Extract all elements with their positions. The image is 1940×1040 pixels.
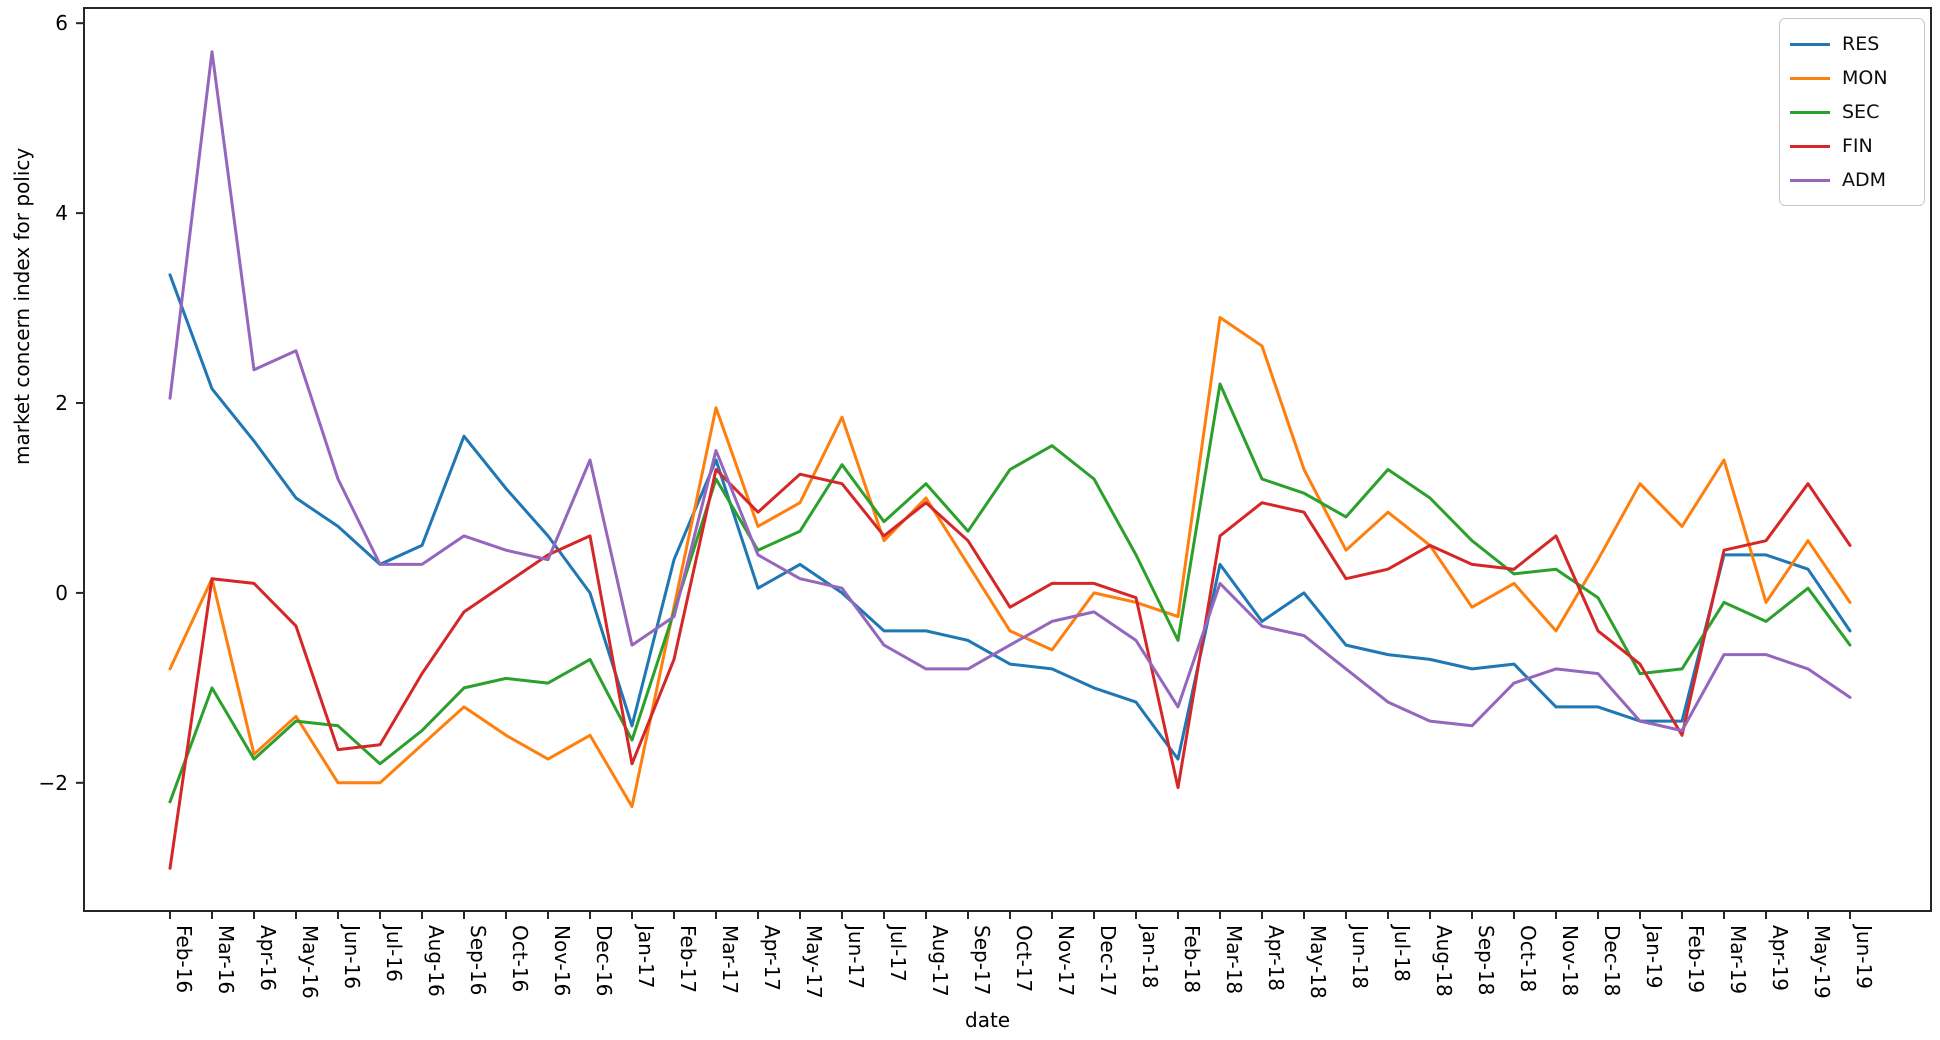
legend-item: ADM	[1790, 163, 1914, 197]
legend-item: FIN	[1790, 129, 1914, 163]
legend-item-label: SEC	[1842, 101, 1880, 123]
y-tick-label: 0	[55, 581, 68, 605]
x-tick-label: Mar-16	[214, 925, 238, 994]
x-tick-label: Apr-17	[760, 925, 784, 991]
x-tick-label: Jul-18	[1390, 923, 1414, 982]
legend-item-label: RES	[1842, 33, 1880, 55]
x-tick-label: Mar-18	[1222, 925, 1246, 994]
legend-item: MON	[1790, 61, 1914, 95]
legend-line-swatch	[1790, 144, 1830, 148]
legend-item-label: MON	[1842, 67, 1888, 89]
x-tick-label: Sep-17	[970, 925, 994, 995]
x-tick-label: Aug-17	[928, 925, 952, 997]
x-tick-label: Apr-19	[1768, 925, 1792, 991]
x-tick-label: Oct-17	[1012, 925, 1036, 992]
x-tick-label: Aug-16	[424, 925, 448, 997]
x-tick-label: Dec-18	[1600, 925, 1624, 996]
x-tick-label: Jan-18	[1138, 923, 1162, 989]
legend-line-swatch	[1790, 110, 1830, 114]
x-tick-label: Jul-17	[886, 923, 910, 982]
y-tick-label: 6	[55, 11, 68, 35]
legend-line-swatch	[1790, 42, 1830, 46]
legend-item-label: FIN	[1842, 135, 1873, 157]
x-tick-label: May-19	[1810, 925, 1834, 999]
x-tick-label: Jan-19	[1642, 923, 1666, 989]
y-tick-label: −2	[39, 771, 68, 795]
legend-line-swatch	[1790, 76, 1830, 80]
x-tick-label: Jul-16	[382, 923, 406, 982]
x-tick-label: Mar-19	[1726, 925, 1750, 994]
x-tick-label: Jan-17	[634, 923, 658, 989]
x-tick-label: Sep-18	[1474, 925, 1498, 995]
x-tick-label: May-18	[1306, 925, 1330, 999]
x-tick-label: Jun-16	[340, 923, 364, 989]
y-tick-label: 4	[55, 201, 68, 225]
x-axis-label: date	[965, 1008, 1011, 1032]
x-tick-label: Jun-17	[844, 923, 868, 989]
legend-line-swatch	[1790, 178, 1830, 182]
x-tick-label: Nov-17	[1054, 925, 1078, 996]
x-tick-label: Apr-16	[256, 925, 280, 991]
x-tick-label: May-16	[298, 925, 322, 999]
x-tick-label: Oct-18	[1516, 925, 1540, 992]
legend-item: RES	[1790, 27, 1914, 61]
x-tick-label: Oct-16	[508, 925, 532, 992]
series-line-mon	[168, 316, 1852, 809]
series-line-adm	[168, 50, 1852, 733]
series-line-fin	[168, 468, 1852, 870]
x-tick-label: Nov-18	[1558, 925, 1582, 996]
legend: RES MON SEC FIN ADM	[1779, 18, 1925, 206]
x-tick-label: Nov-16	[550, 925, 574, 996]
y-axis-label: market concern index for policy	[10, 147, 34, 465]
x-tick-label: Mar-17	[718, 925, 742, 994]
x-tick-label: Feb-17	[676, 925, 700, 993]
x-tick-label: Dec-16	[592, 925, 616, 996]
x-tick-label: Jun-18	[1348, 923, 1372, 989]
series-line-sec	[168, 382, 1852, 804]
legend-item: SEC	[1790, 95, 1914, 129]
plot-area-border	[83, 7, 1932, 912]
x-tick-label: Dec-17	[1096, 925, 1120, 996]
x-tick-label: Aug-18	[1432, 925, 1456, 997]
x-tick-label: Feb-19	[1684, 925, 1708, 993]
y-tick-label: 2	[55, 391, 68, 415]
x-tick-label: Apr-18	[1264, 925, 1288, 991]
x-tick-label: Sep-16	[466, 925, 490, 995]
x-tick-label: Jun-19	[1852, 923, 1876, 989]
series-line-res	[168, 273, 1852, 761]
x-tick-label: May-17	[802, 925, 826, 999]
x-tick-label: Feb-18	[1180, 925, 1204, 993]
legend-item-label: ADM	[1842, 169, 1887, 191]
x-tick-label: Feb-16	[172, 925, 196, 993]
